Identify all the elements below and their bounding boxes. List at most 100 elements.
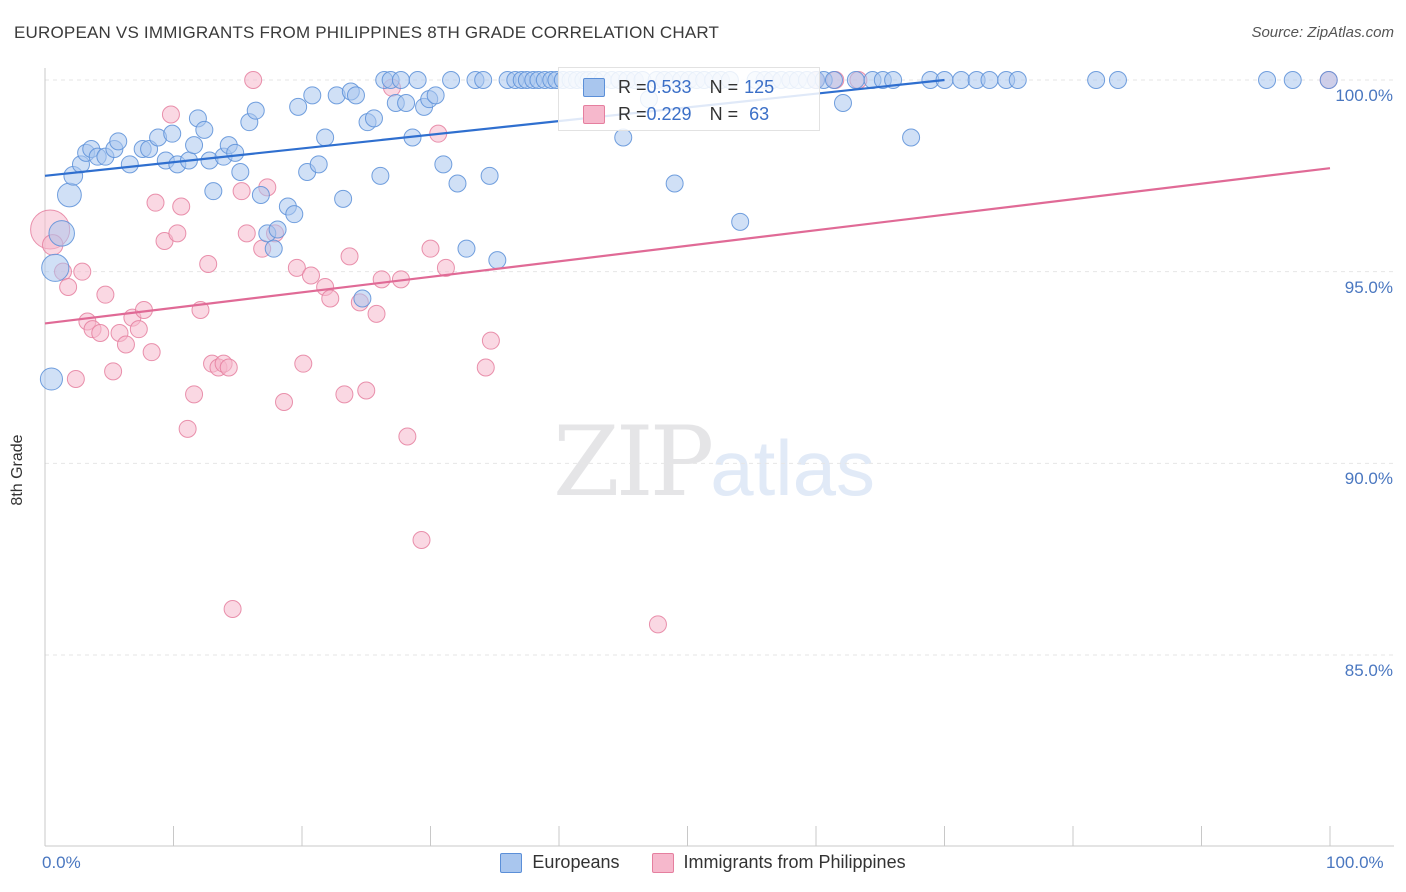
watermark: ZIPatlas — [553, 406, 875, 518]
philippines-point — [96, 285, 115, 304]
philippines-point — [237, 224, 256, 243]
legend-n-label: N = — [709, 103, 739, 124]
legend-row-europeans: R = 0.533 N = 125 — [559, 74, 774, 100]
europeans-point — [204, 182, 223, 201]
europeans-point — [833, 94, 852, 112]
philippines-point — [223, 600, 242, 618]
legend-label-europeans: Europeans — [532, 852, 620, 872]
europeans-point — [426, 86, 445, 105]
europeans-point — [57, 182, 82, 208]
europeans-point — [457, 239, 476, 258]
philippines-point — [185, 385, 204, 404]
europeans-point — [268, 220, 287, 239]
philippines-point — [66, 370, 85, 388]
europeans-point — [289, 97, 308, 116]
philippines-point — [168, 224, 187, 243]
philippines-point — [321, 289, 340, 308]
source-label: Source: ZipAtlas.com — [1251, 24, 1394, 41]
gridlines — [45, 79, 1394, 656]
legend-r-label: R = — [618, 76, 647, 97]
europeans-point — [442, 71, 461, 89]
philippines-point — [91, 324, 110, 342]
europeans-point — [1108, 71, 1127, 89]
europeans-point — [41, 253, 70, 282]
philippines-point — [648, 615, 667, 634]
legend-swatch-europeans — [583, 77, 605, 97]
x-tick-label-max: 100.0% — [1326, 853, 1384, 872]
europeans-point — [231, 163, 250, 181]
europeans-point — [226, 143, 245, 162]
philippines-point — [287, 258, 306, 277]
philippines-point — [398, 427, 417, 446]
europeans-point — [474, 71, 493, 89]
europeans-point — [346, 86, 365, 105]
philippines-point — [142, 343, 161, 362]
europeans-point — [824, 71, 843, 89]
y-tick-label: 85.0% — [1344, 661, 1393, 680]
europeans-point — [334, 189, 353, 208]
philippines-point — [59, 278, 78, 296]
y-axis-label: 8th Grade — [9, 434, 26, 506]
europeans-point — [952, 71, 971, 89]
philippines-point — [232, 182, 251, 201]
axes — [44, 68, 1394, 847]
europeans-point — [371, 166, 390, 185]
europeans-point — [614, 128, 633, 147]
philippines-point — [335, 385, 354, 404]
europeans-point — [846, 71, 865, 89]
europeans-point — [1008, 71, 1027, 89]
philippines-point — [294, 354, 313, 373]
chart-title: EUROPEAN VS IMMIGRANTS FROM PHILIPPINES … — [14, 23, 720, 42]
europeans-point — [185, 136, 204, 155]
legend-n-label: N = — [709, 76, 739, 97]
europeans-point — [316, 128, 335, 147]
europeans-point — [731, 212, 750, 231]
europeans-point — [246, 101, 265, 120]
europeans-point — [195, 120, 214, 139]
philippines-point — [367, 304, 386, 323]
europeans-point — [1319, 71, 1338, 89]
europeans-point — [488, 251, 507, 270]
philippines-point — [116, 335, 135, 354]
philippines-trend-line — [44, 167, 1331, 325]
philippines-point — [275, 393, 294, 411]
europeans-point — [902, 128, 921, 147]
philippines-point — [340, 247, 359, 266]
philippines-point — [357, 381, 376, 400]
philippines-point — [161, 105, 180, 124]
legend-r-value: 0.533 — [646, 76, 692, 97]
europeans-point — [163, 124, 182, 143]
europeans-point — [397, 94, 416, 112]
philippines-point — [219, 358, 238, 377]
europeans-point — [480, 166, 499, 185]
y-tick-label: 100.0% — [1335, 86, 1393, 105]
philippines-point — [104, 362, 123, 381]
philippines-point — [244, 71, 263, 89]
europeans-point — [1087, 71, 1106, 89]
philippines-point — [73, 262, 92, 281]
legend-swatch-europeans — [500, 852, 523, 873]
europeans-point — [1258, 71, 1277, 89]
philippines-point — [129, 320, 148, 339]
philippines-point — [412, 531, 431, 549]
series-legend: Europeans Immigrants from Philippines — [0, 852, 1406, 873]
europeans-point — [448, 174, 467, 193]
legend-row-philippines: R = 0.229 N = 63 — [559, 101, 769, 127]
europeans-point — [48, 220, 75, 247]
legend-swatch-philippines — [651, 852, 674, 873]
philippines-point — [199, 255, 218, 273]
y-tick-label: 95.0% — [1344, 277, 1393, 297]
europeans-point — [285, 205, 304, 224]
europeans-point — [665, 174, 684, 193]
philippines-point — [421, 239, 440, 258]
philippines-point — [372, 270, 391, 289]
europeans-point — [391, 71, 410, 89]
watermark-zip: ZIP — [553, 406, 714, 518]
legend-item-europeans[interactable]: Europeans — [500, 852, 620, 873]
europeans-point — [109, 132, 128, 151]
legend-item-philippines[interactable]: Immigrants from Philippines — [651, 852, 906, 873]
philippines-point — [146, 193, 165, 212]
watermark-atlas: atlas — [710, 424, 875, 512]
legend-label-philippines: Immigrants from Philippines — [683, 852, 906, 872]
